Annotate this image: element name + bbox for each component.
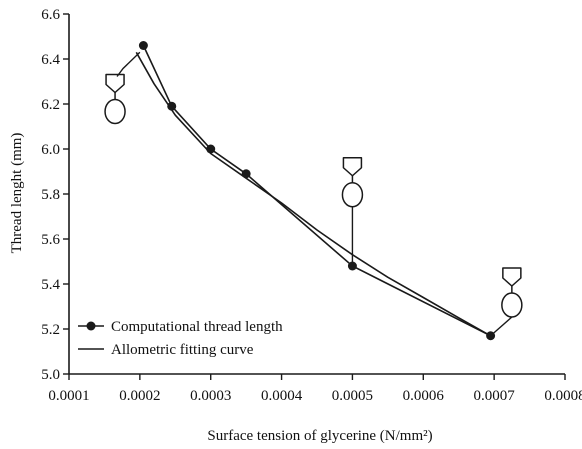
plot-area: 0.0001 0.0002 0.0003 0.0004 0.0005 0.0006 0.00…: [41, 7, 582, 404]
x-tick-label: 0.0004: [261, 388, 303, 404]
data-point-computational: [241, 169, 251, 179]
droplet-icon: [104, 98, 126, 125]
legend: Computational thread length Allometric f…: [78, 319, 283, 358]
x-axis-title: Surface tension of glycerine (N/mm²): [207, 428, 432, 444]
y-tick-label: 5.4: [41, 277, 60, 293]
series-line-allometric-fitting-curve: [135, 51, 491, 337]
x-tick-label: 0.0003: [190, 388, 231, 404]
leader-line: [490, 316, 513, 337]
x-tick-label: 0.0001: [48, 388, 89, 404]
x-tick-label: 0.0006: [403, 388, 445, 404]
droplet-icon: [501, 292, 523, 318]
y-tick-label: 6.4: [41, 52, 60, 68]
y-tick-label: 6.2: [41, 97, 60, 113]
x-tick-label: 0.0008: [544, 388, 582, 404]
y-axis-title: Thread lenght (mm): [9, 133, 25, 254]
leader-line: [116, 51, 141, 77]
y-tick-label: 5.8: [41, 187, 60, 203]
droplet-icon: [341, 182, 364, 208]
droplet-annotations: [104, 51, 523, 337]
legend-label-fitting: Allometric fitting curve: [111, 342, 254, 358]
droplet-annotation-1: [104, 51, 141, 125]
y-tick-label: 5.6: [41, 232, 60, 248]
y-tick-label: 6.0: [41, 142, 60, 158]
nozzle-icon: [502, 267, 522, 287]
legend-marker-computational: [86, 321, 96, 331]
data-point-computational: [167, 101, 177, 111]
legend-label-computational: Computational thread length: [111, 319, 283, 335]
x-axis-ticks: 0.0001 0.0002 0.0003 0.0004 0.0005 0.0006 0.00…: [48, 374, 582, 404]
x-tick-label: 0.0002: [119, 388, 160, 404]
y-tick-label: 6.6: [41, 7, 60, 23]
data-point-computational: [138, 41, 148, 50]
y-axis-ticks: 5.0 5.2 5.4 5.6 5.8 6.0 6.2 6.4 6.6: [41, 7, 69, 383]
x-tick-label: 0.0005: [332, 388, 373, 404]
y-tick-label: 5.2: [41, 322, 60, 338]
series-layer: [135, 41, 496, 341]
nozzle-icon: [105, 73, 125, 94]
series-line-computational-thread-length: [142, 45, 491, 337]
data-point-computational: [206, 144, 216, 154]
y-tick-label: 5.0: [41, 367, 60, 383]
droplet-annotation-2: [341, 157, 364, 266]
nozzle-icon: [342, 157, 363, 177]
x-tick-label: 0.0007: [474, 388, 516, 404]
droplet-annotation-3: [490, 267, 523, 337]
